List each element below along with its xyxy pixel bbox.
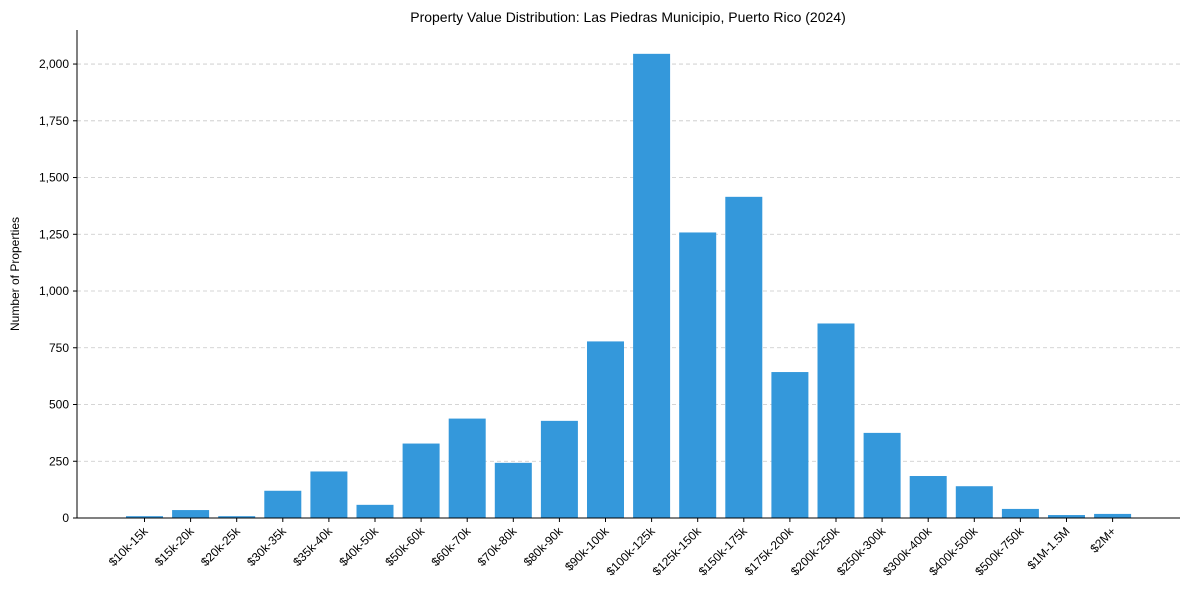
x-tick-label: $2M+: [1087, 524, 1118, 555]
bar: [172, 510, 210, 518]
x-tick-label: $30k-35k: [244, 524, 290, 570]
y-tick-label: 1,250: [39, 227, 69, 241]
bar: [1094, 513, 1132, 518]
x-tick-label: $70k-80k: [475, 524, 521, 570]
bar: [126, 516, 163, 518]
bar: [310, 471, 348, 518]
bar: [494, 462, 532, 518]
bar: [771, 372, 809, 518]
x-tick-label: $40k-50k: [336, 524, 382, 570]
x-tick-label: $15k-20k: [152, 524, 198, 570]
bar: [540, 420, 578, 518]
chart-title: Property Value Distribution: Las Piedras…: [410, 9, 846, 25]
x-tick-label: $500k-750k: [972, 524, 1027, 579]
x-ticks: $10k-15k $15k-20k $20k-25k $30k-35k $35k-40k…: [106, 518, 1119, 578]
x-tick-label: $50k-60k: [382, 524, 428, 570]
gridlines: [77, 63, 1180, 462]
bar: [1001, 508, 1039, 518]
bar: [863, 432, 901, 518]
x-tick-label: $20k-25k: [198, 524, 244, 570]
bar: [955, 486, 993, 518]
y-axis-label: Number of Properties: [8, 217, 22, 331]
y-tick-label: 250: [49, 454, 69, 468]
bar: [909, 476, 947, 518]
axes: [76, 30, 1180, 519]
y-tick-label: 500: [49, 398, 69, 412]
bars: [126, 53, 1132, 519]
y-tick-label: 0: [62, 511, 69, 525]
y-tick-label: 2,000: [39, 57, 69, 71]
x-tick-label: $35k-40k: [290, 524, 336, 570]
bar: [264, 490, 302, 518]
x-tick-label: $60k-70k: [429, 524, 475, 570]
bar: [725, 196, 763, 518]
bar: [402, 443, 440, 518]
bar: [587, 341, 624, 518]
y-tick-label: 1,500: [39, 171, 69, 185]
y-tick-label: 1,750: [39, 114, 69, 128]
x-tick-label: $80k-90k: [521, 524, 567, 570]
y-tick-label: 1,000: [39, 284, 69, 298]
bar: [356, 504, 394, 518]
bar: [448, 418, 486, 518]
y-tick-label: 750: [49, 341, 69, 355]
bar: [679, 232, 717, 518]
x-tick-label: $10k-15k: [106, 524, 152, 570]
y-ticks: 0 250 500 750 1,000 1,250 1,500 1,750 2,000: [39, 57, 77, 525]
bar: [218, 516, 256, 518]
x-tick-label: $1M-1.5M: [1025, 524, 1073, 572]
bar: [633, 53, 671, 519]
bar: [1048, 515, 1085, 518]
bar: [817, 323, 855, 518]
